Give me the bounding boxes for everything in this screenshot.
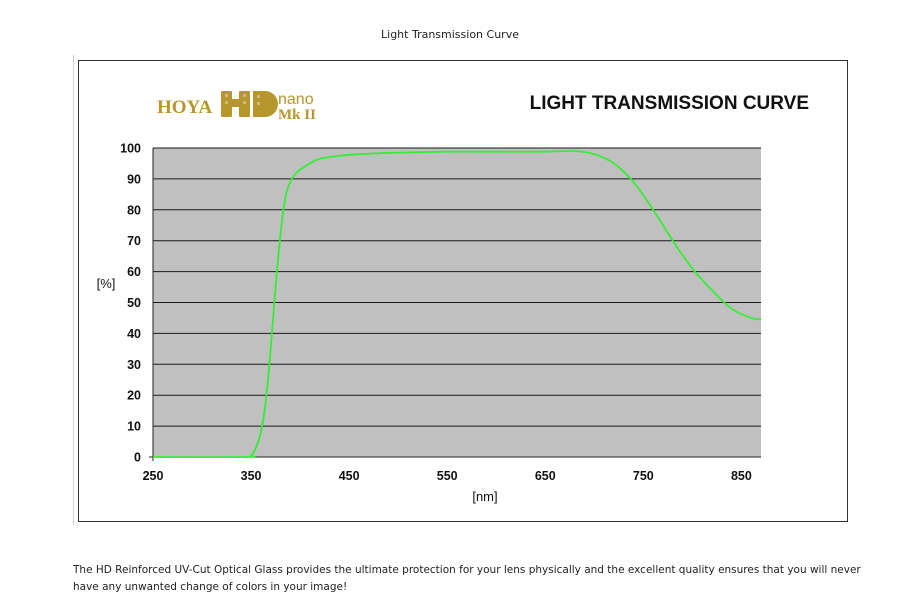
chart-title: LIGHT TRANSMISSION CURVE	[530, 93, 809, 114]
grid-lines	[153, 147, 761, 458]
y-tick-label: 20	[127, 389, 141, 403]
x-tick-label: 750	[633, 469, 654, 483]
y-tick-label: 10	[127, 420, 141, 434]
x-tick-label: 450	[339, 469, 360, 483]
hd-mark-icon	[221, 91, 278, 117]
transmission-chart: HOYA HD nano Mk II LIGHT TRANSMISSION CU…	[97, 91, 809, 504]
y-tick-label: 70	[127, 234, 141, 248]
x-tick-labels: 250 350 450 550 650 750 850	[143, 469, 752, 483]
x-tick-label: 650	[535, 469, 556, 483]
x-axis-label: [nm]	[472, 489, 497, 504]
y-tick-labels: 0 10 20 30 40 50 60 70 80 90 100	[120, 142, 141, 465]
logo-mk2: Mk II	[278, 107, 316, 123]
logo-nano: nano	[278, 91, 314, 108]
y-tick-label: 100	[120, 142, 141, 156]
y-tick-label: 80	[127, 203, 141, 217]
x-tick-label: 350	[241, 469, 262, 483]
y-tick-label: 50	[127, 296, 141, 310]
y-tick-label: 40	[127, 327, 141, 341]
y-tick-label: 30	[127, 358, 141, 372]
y-axis-label: [%]	[97, 276, 116, 291]
product-description: The HD Reinforced UV-Cut Optical Glass p…	[73, 564, 861, 593]
chart-figure: HOYA HD nano Mk II LIGHT TRANSMISSION CU…	[78, 60, 848, 522]
page-caption: Light Transmission Curve	[381, 28, 519, 41]
x-tick-label: 250	[143, 469, 164, 483]
divider-line	[73, 55, 74, 525]
transmission-curve	[152, 150, 762, 459]
y-tick-label: 90	[127, 172, 141, 186]
x-tick-label: 550	[437, 469, 458, 483]
x-tick-label: 850	[731, 469, 752, 483]
logo-brand: HOYA	[157, 97, 213, 118]
hoya-logo: HOYA HD nano Mk II	[157, 91, 316, 123]
y-tick-label: 60	[127, 265, 141, 279]
y-tick-label: 0	[134, 451, 141, 465]
